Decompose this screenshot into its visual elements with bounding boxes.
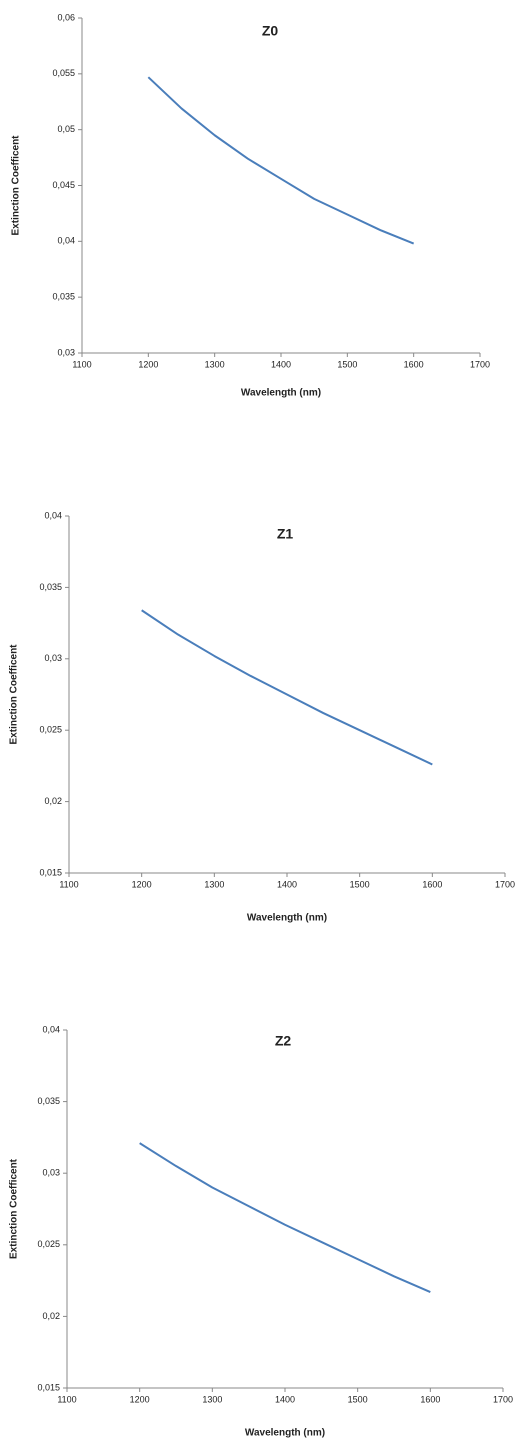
x-tick-label: 1100 [72, 359, 91, 369]
x-tick-label: 1500 [337, 359, 357, 369]
x-tick-label: 1700 [493, 1394, 513, 1404]
x-tick-label: 1300 [204, 879, 224, 889]
x-axis-label: Wavelength (nm) [241, 388, 321, 399]
x-tick-label: 1600 [422, 879, 442, 889]
x-tick-label: 1300 [202, 1394, 222, 1404]
y-tick-label: 0,03 [57, 347, 75, 357]
y-tick-label: 0,025 [39, 725, 62, 735]
y-tick-label: 0,035 [37, 1096, 60, 1106]
y-tick-label: 0,035 [52, 292, 75, 302]
y-axis-label: Extinction Coefficent [11, 135, 22, 236]
chart-title: Z1 [277, 526, 294, 542]
x-tick-label: 1200 [132, 879, 152, 889]
y-tick-label: 0,04 [44, 510, 62, 520]
y-tick-label: 0,045 [52, 180, 75, 190]
y-tick-label: 0,06 [57, 12, 75, 22]
y-tick-label: 0,04 [42, 1024, 60, 1034]
x-tick-label: 1600 [420, 1394, 440, 1404]
x-axis-label: Wavelength (nm) [247, 913, 327, 924]
x-tick-label: 1400 [271, 359, 291, 369]
y-tick-label: 0,055 [52, 68, 75, 78]
x-tick-label: 1600 [404, 359, 424, 369]
y-tick-label: 0,02 [42, 1311, 60, 1321]
data-line [141, 609, 433, 766]
x-tick-label: 1400 [277, 879, 297, 889]
x-tick-label: 1200 [138, 359, 158, 369]
y-tick-label: 0,03 [44, 653, 62, 663]
x-tick-label: 1500 [348, 1394, 368, 1404]
y-tick-label: 0,015 [37, 1382, 60, 1392]
y-tick-label: 0,025 [37, 1239, 60, 1249]
x-tick-label: 1200 [130, 1394, 150, 1404]
y-tick-label: 0,05 [57, 124, 75, 134]
y-tick-label: 0,015 [39, 867, 62, 877]
y-tick-label: 0,04 [57, 236, 75, 246]
data-line [139, 1142, 431, 1293]
chart-title: Z0 [262, 23, 279, 39]
chart-title: Z2 [275, 1033, 292, 1049]
x-tick-label: 1300 [205, 359, 225, 369]
y-tick-label: 0,03 [42, 1168, 60, 1178]
x-tick-label: 1500 [350, 879, 370, 889]
x-axis-label: Wavelength (nm) [245, 1428, 325, 1439]
x-tick-label: 1100 [59, 879, 78, 889]
y-axis-label: Extinction Coefficent [9, 1158, 20, 1259]
y-axis-label: Extinction Coefficent [9, 644, 20, 745]
x-tick-label: 1700 [470, 359, 490, 369]
y-tick-label: 0,035 [39, 582, 62, 592]
x-tick-label: 1400 [275, 1394, 295, 1404]
data-line [147, 76, 415, 245]
y-tick-label: 0,02 [44, 796, 62, 806]
x-tick-label: 1100 [57, 1394, 76, 1404]
x-tick-label: 1700 [495, 879, 515, 889]
